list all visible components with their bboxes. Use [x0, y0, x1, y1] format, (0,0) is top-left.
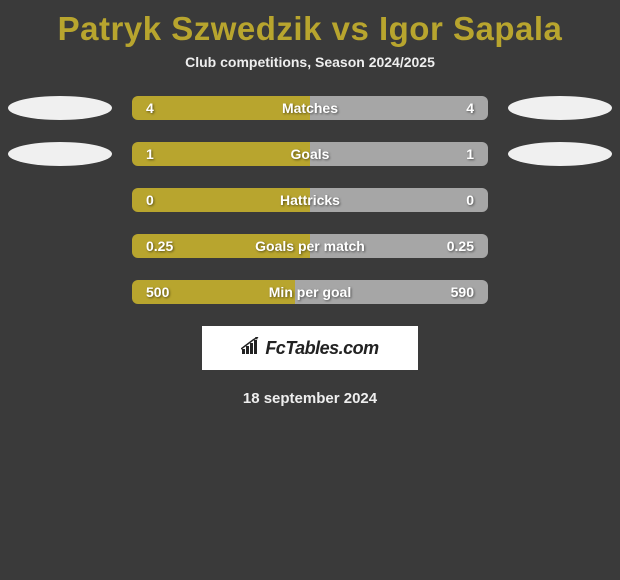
player-right-oval: [508, 142, 612, 166]
player-left-oval: [8, 96, 112, 120]
stat-value-right: 1: [466, 146, 474, 162]
date-text: 18 september 2024: [0, 370, 620, 407]
stat-label: Matches: [282, 100, 338, 116]
stat-value-left: 4: [146, 100, 154, 116]
stat-bar: 1 Goals 1: [132, 142, 488, 166]
page-subtitle: Club competitions, Season 2024/2025: [0, 54, 620, 96]
player-right-oval: [508, 96, 612, 120]
stat-row: 1 Goals 1: [0, 142, 620, 166]
stat-row: 0.25 Goals per match 0.25: [0, 234, 620, 258]
stat-row: 0 Hattricks 0: [0, 188, 620, 212]
stat-bar-text: 0.25 Goals per match 0.25: [132, 234, 488, 258]
stat-value-left: 0: [146, 192, 154, 208]
stat-label: Min per goal: [269, 284, 351, 300]
stat-value-left: 500: [146, 284, 169, 300]
stat-bar-text: 500 Min per goal 590: [132, 280, 488, 304]
stat-bar: 500 Min per goal 590: [132, 280, 488, 304]
stat-value-right: 0.25: [447, 238, 474, 254]
stat-bar-text: 0 Hattricks 0: [132, 188, 488, 212]
stat-bar: 4 Matches 4: [132, 96, 488, 120]
stat-value-right: 590: [451, 284, 474, 300]
stat-value-right: 0: [466, 192, 474, 208]
stat-value-left: 0.25: [146, 238, 173, 254]
stat-label: Goals per match: [255, 238, 365, 254]
logo-text: FcTables.com: [265, 338, 378, 359]
stat-bar-text: 4 Matches 4: [132, 96, 488, 120]
stat-value-right: 4: [466, 100, 474, 116]
stat-row: 500 Min per goal 590: [0, 280, 620, 304]
stat-bar: 0 Hattricks 0: [132, 188, 488, 212]
stat-label: Hattricks: [280, 192, 340, 208]
page-title: Patryk Szwedzik vs Igor Sapala: [0, 0, 620, 54]
stat-bar-text: 1 Goals 1: [132, 142, 488, 166]
stat-row: 4 Matches 4: [0, 96, 620, 120]
chart-icon: [241, 337, 263, 360]
stat-bar: 0.25 Goals per match 0.25: [132, 234, 488, 258]
stat-label: Goals: [291, 146, 330, 162]
stat-value-left: 1: [146, 146, 154, 162]
logo-box: FcTables.com: [202, 326, 418, 370]
player-left-oval: [8, 142, 112, 166]
stats-comparison: 4 Matches 4 1 Goals 1 0 Hattricks 0 0.25 Goals per…: [0, 96, 620, 304]
